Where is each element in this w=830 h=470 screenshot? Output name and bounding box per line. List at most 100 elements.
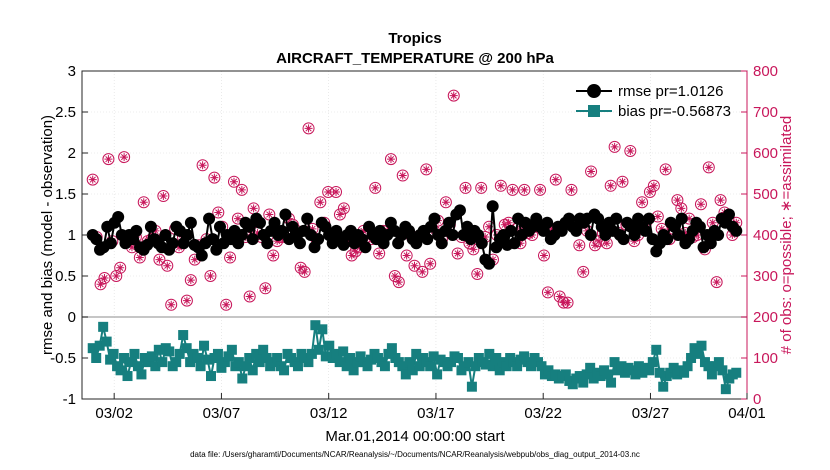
obs-assimilated-asterisk [661, 165, 670, 174]
bias-point [379, 361, 390, 372]
obs-assimilated-asterisk [265, 210, 274, 219]
bias-point [512, 361, 523, 372]
bias-point [466, 381, 477, 392]
obs-possible-circle [267, 249, 280, 262]
bias-point [146, 351, 157, 362]
obs-possible-circle [86, 173, 99, 186]
bias-point [386, 343, 397, 354]
obs-count-point [494, 179, 507, 192]
bias-point [686, 353, 697, 363]
bias-point [366, 354, 377, 365]
obs-assimilated-asterisk [508, 185, 517, 194]
bias-point [400, 369, 411, 380]
bias-point [303, 357, 314, 368]
bias-point [185, 357, 196, 368]
obs-assimilated-asterisk [390, 272, 399, 280]
left-y-tick-label: 0 [68, 309, 76, 326]
obs-count-point [224, 251, 237, 264]
rmse-point [617, 233, 630, 246]
obs-assimilated-asterisk [104, 155, 113, 164]
obs-possible-circle [180, 294, 193, 307]
bias-point [696, 340, 707, 351]
obs-count-point [534, 183, 547, 196]
obs-assimilated-asterisk [139, 198, 148, 207]
rmse-point [446, 229, 459, 241]
legend-bias-marker [588, 105, 600, 117]
obs-count-point [196, 159, 209, 172]
obs-possible-circle [118, 151, 131, 164]
obs-assimilated-asterisk [696, 200, 705, 209]
obs-possible-circle [537, 249, 550, 262]
obs-count-point [337, 202, 350, 215]
obs-possible-circle [553, 290, 566, 303]
obs-possible-circle [227, 175, 240, 188]
obs-assimilated-asterisk [645, 187, 654, 196]
obs-count-point [243, 290, 256, 303]
obs-assimilated-asterisk [163, 261, 172, 270]
obs-count-point [180, 294, 193, 307]
bias-point [157, 357, 168, 368]
bias-point [122, 371, 133, 382]
bias-point [150, 361, 161, 372]
obs-assimilated-asterisk [237, 185, 246, 194]
obs-possible-circle [541, 286, 554, 299]
obs-possible-circle [114, 261, 127, 274]
bias-point [425, 361, 436, 372]
right-y-tick-label: 400 [753, 227, 778, 244]
obs-possible-circle [196, 159, 209, 172]
obs-count-point [424, 257, 437, 270]
left-y-tick-label: 1.5 [55, 186, 76, 203]
rmse-point [243, 220, 256, 233]
rmse-point [206, 233, 219, 246]
right-y-tick-label: 800 [753, 63, 778, 80]
obs-count-point [400, 249, 413, 262]
obs-count-point [549, 173, 562, 186]
obs-possible-circle [208, 171, 221, 184]
obs-possible-circle [714, 194, 727, 207]
obs-assimilated-asterisk [229, 177, 238, 186]
obs-assimilated-asterisk [332, 187, 341, 196]
bias-point [181, 343, 192, 354]
obs-possible-circle [235, 183, 248, 196]
obs-possible-circle [694, 198, 707, 211]
obs-possible-circle [224, 251, 237, 264]
obs-count-point [408, 259, 421, 272]
obs-assimilated-asterisk [182, 296, 191, 305]
bias-point [543, 365, 554, 376]
obs-assimilated-asterisk [233, 214, 242, 223]
bias-point [362, 361, 373, 372]
bias-point [355, 351, 366, 362]
rmse-point [112, 210, 125, 223]
obs-assimilated-asterisk [610, 142, 619, 151]
bias-point [487, 361, 498, 372]
rmse-point [675, 212, 688, 225]
rmse-point [730, 224, 743, 237]
obs-possible-circle [577, 265, 590, 278]
obs-assimilated-asterisk [127, 243, 136, 252]
bias-point [320, 351, 331, 362]
obs-count-point [86, 173, 99, 186]
obs-count-point [227, 175, 240, 188]
obs-count-point [114, 261, 127, 274]
obs-possible-circle [624, 144, 637, 157]
bias-point [679, 367, 690, 378]
obs-possible-circle [373, 247, 386, 260]
obs-count-point [604, 179, 617, 192]
obs-assimilated-asterisk [402, 251, 411, 260]
rmse-point [435, 237, 448, 250]
obs-assimilated-asterisk [567, 185, 576, 194]
right-y-tick-label: 700 [753, 104, 778, 121]
x-tick-label: 04/01 [728, 405, 766, 422]
obs-assimilated-asterisk [496, 181, 505, 190]
obs-possible-circle [416, 265, 429, 278]
obs-count-point [298, 265, 311, 278]
x-tick-label: 03/12 [310, 405, 348, 422]
obs-assimilated-asterisk [638, 198, 647, 207]
obs-count-point [165, 298, 178, 311]
obs-count-point [208, 171, 221, 184]
right-y-tick-label: 600 [753, 145, 778, 162]
bias-point [87, 343, 98, 354]
left-y-tick-label: 2.5 [55, 104, 76, 121]
bias-point [706, 369, 717, 380]
bias-point [689, 343, 700, 354]
